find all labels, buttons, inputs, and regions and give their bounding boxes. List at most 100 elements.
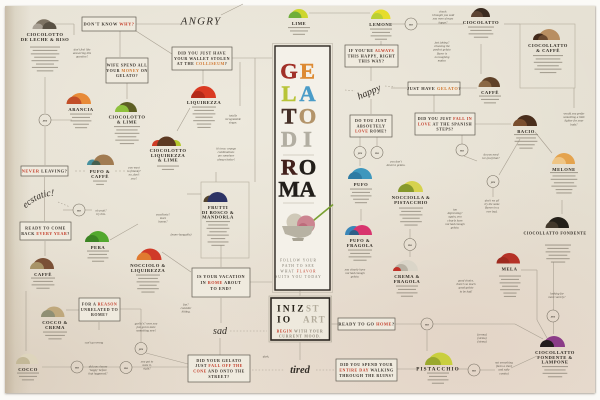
- svg-text:lighter for your: lighter for your: [564, 119, 584, 123]
- svg-text:deserve gelato.: deserve gelato.: [387, 163, 406, 167]
- svg-text:more variety?: more variety?: [548, 295, 566, 299]
- svg-text:yes: yes: [550, 314, 556, 318]
- svg-text:PISTACCHIO: PISTACCHIO: [416, 367, 459, 373]
- svg-text:row bad.: row bad.: [487, 209, 498, 213]
- svg-text:singer.: singer.: [229, 121, 238, 125]
- svg-text:TO END?: TO END?: [210, 286, 231, 291]
- svg-text:DID YOU JUST HAVE: DID YOU JUST HAVE: [178, 51, 226, 56]
- svg-text:always better!: always better!: [217, 157, 235, 161]
- svg-text:recognizable: recognizable: [225, 117, 241, 121]
- svg-text:CIOCOLOTTO: CIOCOLOTTO: [109, 115, 146, 120]
- svg-text:& CAFFÈ: & CAFFÈ: [536, 48, 560, 53]
- svg-text:i thought you said: i thought you said: [432, 13, 455, 17]
- svg-text:no: no: [460, 148, 464, 152]
- svg-text:ABSOUTELY: ABSOUTELY: [357, 123, 386, 128]
- svg-text:LIME: LIME: [292, 21, 306, 26]
- svg-text:& LIME: & LIME: [158, 158, 178, 163]
- svg-text:NOCCIOLLA &: NOCCIOLLA &: [392, 195, 431, 200]
- svg-text:answering this: answering this: [73, 51, 92, 55]
- svg-text:no laughing: no laughing: [435, 55, 450, 59]
- svg-text:don't we all: don't we all: [485, 199, 500, 203]
- svg-text:not had enough: not had enough: [445, 222, 465, 226]
- svg-text:do you need: do you need: [484, 153, 499, 157]
- svg-text:to be had!: to be had!: [460, 289, 473, 293]
- svg-text:O: O: [299, 104, 317, 129]
- svg-text:BACK EVERY YEAR?: BACK EVERY YEAR?: [21, 231, 69, 236]
- svg-text:something a little: something a little: [563, 115, 585, 119]
- svg-text:no: no: [124, 366, 128, 370]
- svg-text:IF YOU'RE ALWAYS: IF YOU'RE ALWAYS: [349, 48, 395, 53]
- svg-text:CREMA: CREMA: [45, 325, 65, 330]
- svg-text:IO: IO: [277, 316, 292, 326]
- svg-text:DID YOU JUST FALL IN: DID YOU JUST FALL IN: [418, 116, 472, 121]
- svg-text:THIS WAY?: THIS WAY?: [359, 59, 385, 64]
- svg-text:not had enough: not had enough: [345, 271, 365, 275]
- svg-text:no: no: [75, 365, 79, 369]
- svg-text:CAFFÈ: CAFFÈ: [481, 90, 499, 95]
- svg-text:ANGRY: ANGRY: [180, 16, 222, 28]
- svg-text:don't feel like: don't feel like: [74, 48, 91, 52]
- svg-text:that happened?: that happened?: [88, 372, 108, 376]
- svg-text:ENTIRE DAY WALKING: ENTIRE DAY WALKING: [339, 367, 393, 372]
- svg-text:(stema): (stema): [477, 340, 486, 344]
- svg-text:IN ROME ABOUT: IN ROME ABOUT: [201, 280, 242, 285]
- svg-text:happy?: happy?: [438, 20, 448, 24]
- svg-text:and salty: and salty: [498, 368, 510, 372]
- svg-text:more: more: [160, 216, 167, 220]
- svg-text:PERA: PERA: [91, 245, 106, 250]
- svg-text:M: M: [278, 177, 299, 202]
- svg-text:COCCO: COCCO: [18, 367, 38, 372]
- svg-text:would you prefer: would you prefer: [563, 112, 585, 116]
- svg-text:CAFFÈ: CAFFÈ: [91, 174, 109, 179]
- svg-text:CREMA &: CREMA &: [394, 274, 420, 279]
- svg-text:LIQUIREZZA: LIQUIREZZA: [187, 100, 222, 105]
- svg-text:WHAT FLAVOR: WHAT FLAVOR: [280, 270, 316, 274]
- svg-text:there's so much: there's so much: [456, 282, 476, 286]
- svg-text:PATH TO SEE: PATH TO SEE: [282, 264, 315, 268]
- svg-text:IS YOUR VACATION: IS YOUR VACATION: [197, 274, 245, 279]
- svg-text:dark.: dark.: [263, 355, 270, 359]
- svg-text:NEVER LEAVING?: NEVER LEAVING?: [22, 169, 68, 174]
- svg-text:you got to: you got to: [140, 360, 154, 364]
- svg-text:CIOCOLLATTO FONDENTE: CIOCOLLATTO FONDENTE: [523, 231, 586, 236]
- svg-text:O: O: [299, 155, 317, 180]
- svg-text:THIS HAPPY, RIGHT: THIS HAPPY, RIGHT: [348, 53, 396, 58]
- svg-text:flavor is: flavor is: [437, 51, 448, 55]
- svg-text:DID YOUR GELATO: DID YOUR GELATO: [196, 358, 241, 363]
- svg-text:GELATO?: GELATO?: [116, 73, 138, 78]
- svg-text:READY TO COME: READY TO COME: [25, 226, 66, 231]
- svg-text:A: A: [299, 177, 316, 202]
- svg-text:DO YOU JUST: DO YOU JUST: [355, 118, 387, 123]
- svg-text:PUFO &: PUFO &: [90, 169, 110, 174]
- svg-text:too: too: [453, 208, 457, 212]
- svg-text:ART: ART: [303, 315, 326, 325]
- svg-text:JUST HAVE GELATO?: JUST HAVE GELATO?: [407, 86, 461, 91]
- svg-text:you want: you want: [127, 166, 139, 170]
- svg-text:CIOCOLOTTO: CIOCOLOTTO: [27, 32, 64, 37]
- svg-text:totally: totally: [229, 114, 238, 118]
- svg-text:buono?: buono?: [158, 220, 168, 224]
- svg-text:taste it,: taste it,: [142, 363, 151, 368]
- svg-text:no: no: [425, 322, 429, 326]
- svg-text:CIOCOLLATTO: CIOCOLLATTO: [535, 350, 575, 355]
- svg-text:CIOCOLOTTO: CIOCOLOTTO: [150, 148, 187, 153]
- svg-text:you don't: you don't: [389, 160, 402, 164]
- svg-text:WIFE SPEND ALL: WIFE SPEND ALL: [107, 63, 148, 68]
- svg-text:try the same: try the same: [484, 202, 500, 206]
- svg-text:excellente?: excellente?: [156, 213, 170, 217]
- svg-text:try this.: try this.: [96, 212, 106, 216]
- svg-text:THROUGH THE RUINS?: THROUGH THE RUINS?: [339, 373, 394, 378]
- svg-text:MELA: MELA: [502, 267, 518, 272]
- svg-text:combinations: combinations: [218, 150, 235, 154]
- svg-text:LEMONE: LEMONE: [369, 22, 392, 27]
- svg-text:happy: happy: [356, 82, 383, 102]
- svg-text:CURRENT MOOD.: CURRENT MOOD.: [279, 335, 321, 339]
- svg-text:not everything: not everything: [495, 361, 513, 365]
- svg-text:INIZ: INIZ: [277, 305, 306, 315]
- svg-text:no: no: [375, 151, 379, 155]
- svg-text:right?: right?: [143, 367, 151, 371]
- svg-text:good gelato: good gelato: [459, 286, 474, 290]
- svg-text:you?: you?: [130, 176, 137, 180]
- svg-text:to (blank)?: to (blank)?: [127, 169, 141, 173]
- svg-text:flavors in a: flavors in a: [485, 206, 500, 210]
